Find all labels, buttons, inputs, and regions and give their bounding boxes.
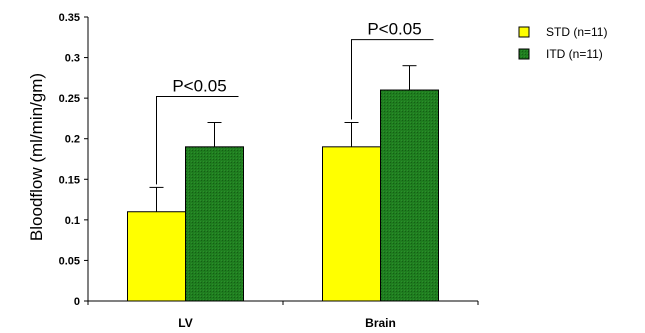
y-tick-label: 0.25 xyxy=(59,93,80,105)
legend-swatch xyxy=(518,26,530,38)
y-tick-label: 0.1 xyxy=(65,215,80,227)
significance-bracket xyxy=(156,95,239,185)
y-tick-label: 0.35 xyxy=(59,12,80,24)
y-axis-label: Bloodflow (ml/min/gm) xyxy=(27,73,46,241)
significance-label: P<0.05 xyxy=(172,76,226,95)
legend-swatch xyxy=(518,48,530,60)
bar xyxy=(185,146,244,302)
y-tick-label: 0.05 xyxy=(59,255,80,267)
y-tick-label: 0.3 xyxy=(65,53,80,65)
y-tick-label: 0.2 xyxy=(65,134,80,146)
y-tick-label: 0 xyxy=(74,296,80,308)
x-tick-label: LV xyxy=(178,316,192,330)
bar xyxy=(380,89,439,302)
y-tick-label: 0.15 xyxy=(59,174,80,186)
significance-bracket xyxy=(351,39,434,120)
bar xyxy=(322,146,381,302)
legend-label: STD (n=11) xyxy=(546,25,607,39)
x-tick-label: Brain xyxy=(365,316,396,330)
axes: 0 0.05 0.1 0.15 0.2 0.25 0.3 0.35 LV Brain xyxy=(59,12,479,330)
legend-label: ITD (n=11) xyxy=(546,47,603,61)
bars xyxy=(127,89,439,302)
significance-annotations: P<0.05 P<0.05 xyxy=(156,20,434,185)
bar xyxy=(127,211,186,302)
error-bars xyxy=(149,65,417,212)
legend: STD (n=11) ITD (n=11) xyxy=(518,25,607,61)
significance-label: P<0.05 xyxy=(367,20,421,39)
